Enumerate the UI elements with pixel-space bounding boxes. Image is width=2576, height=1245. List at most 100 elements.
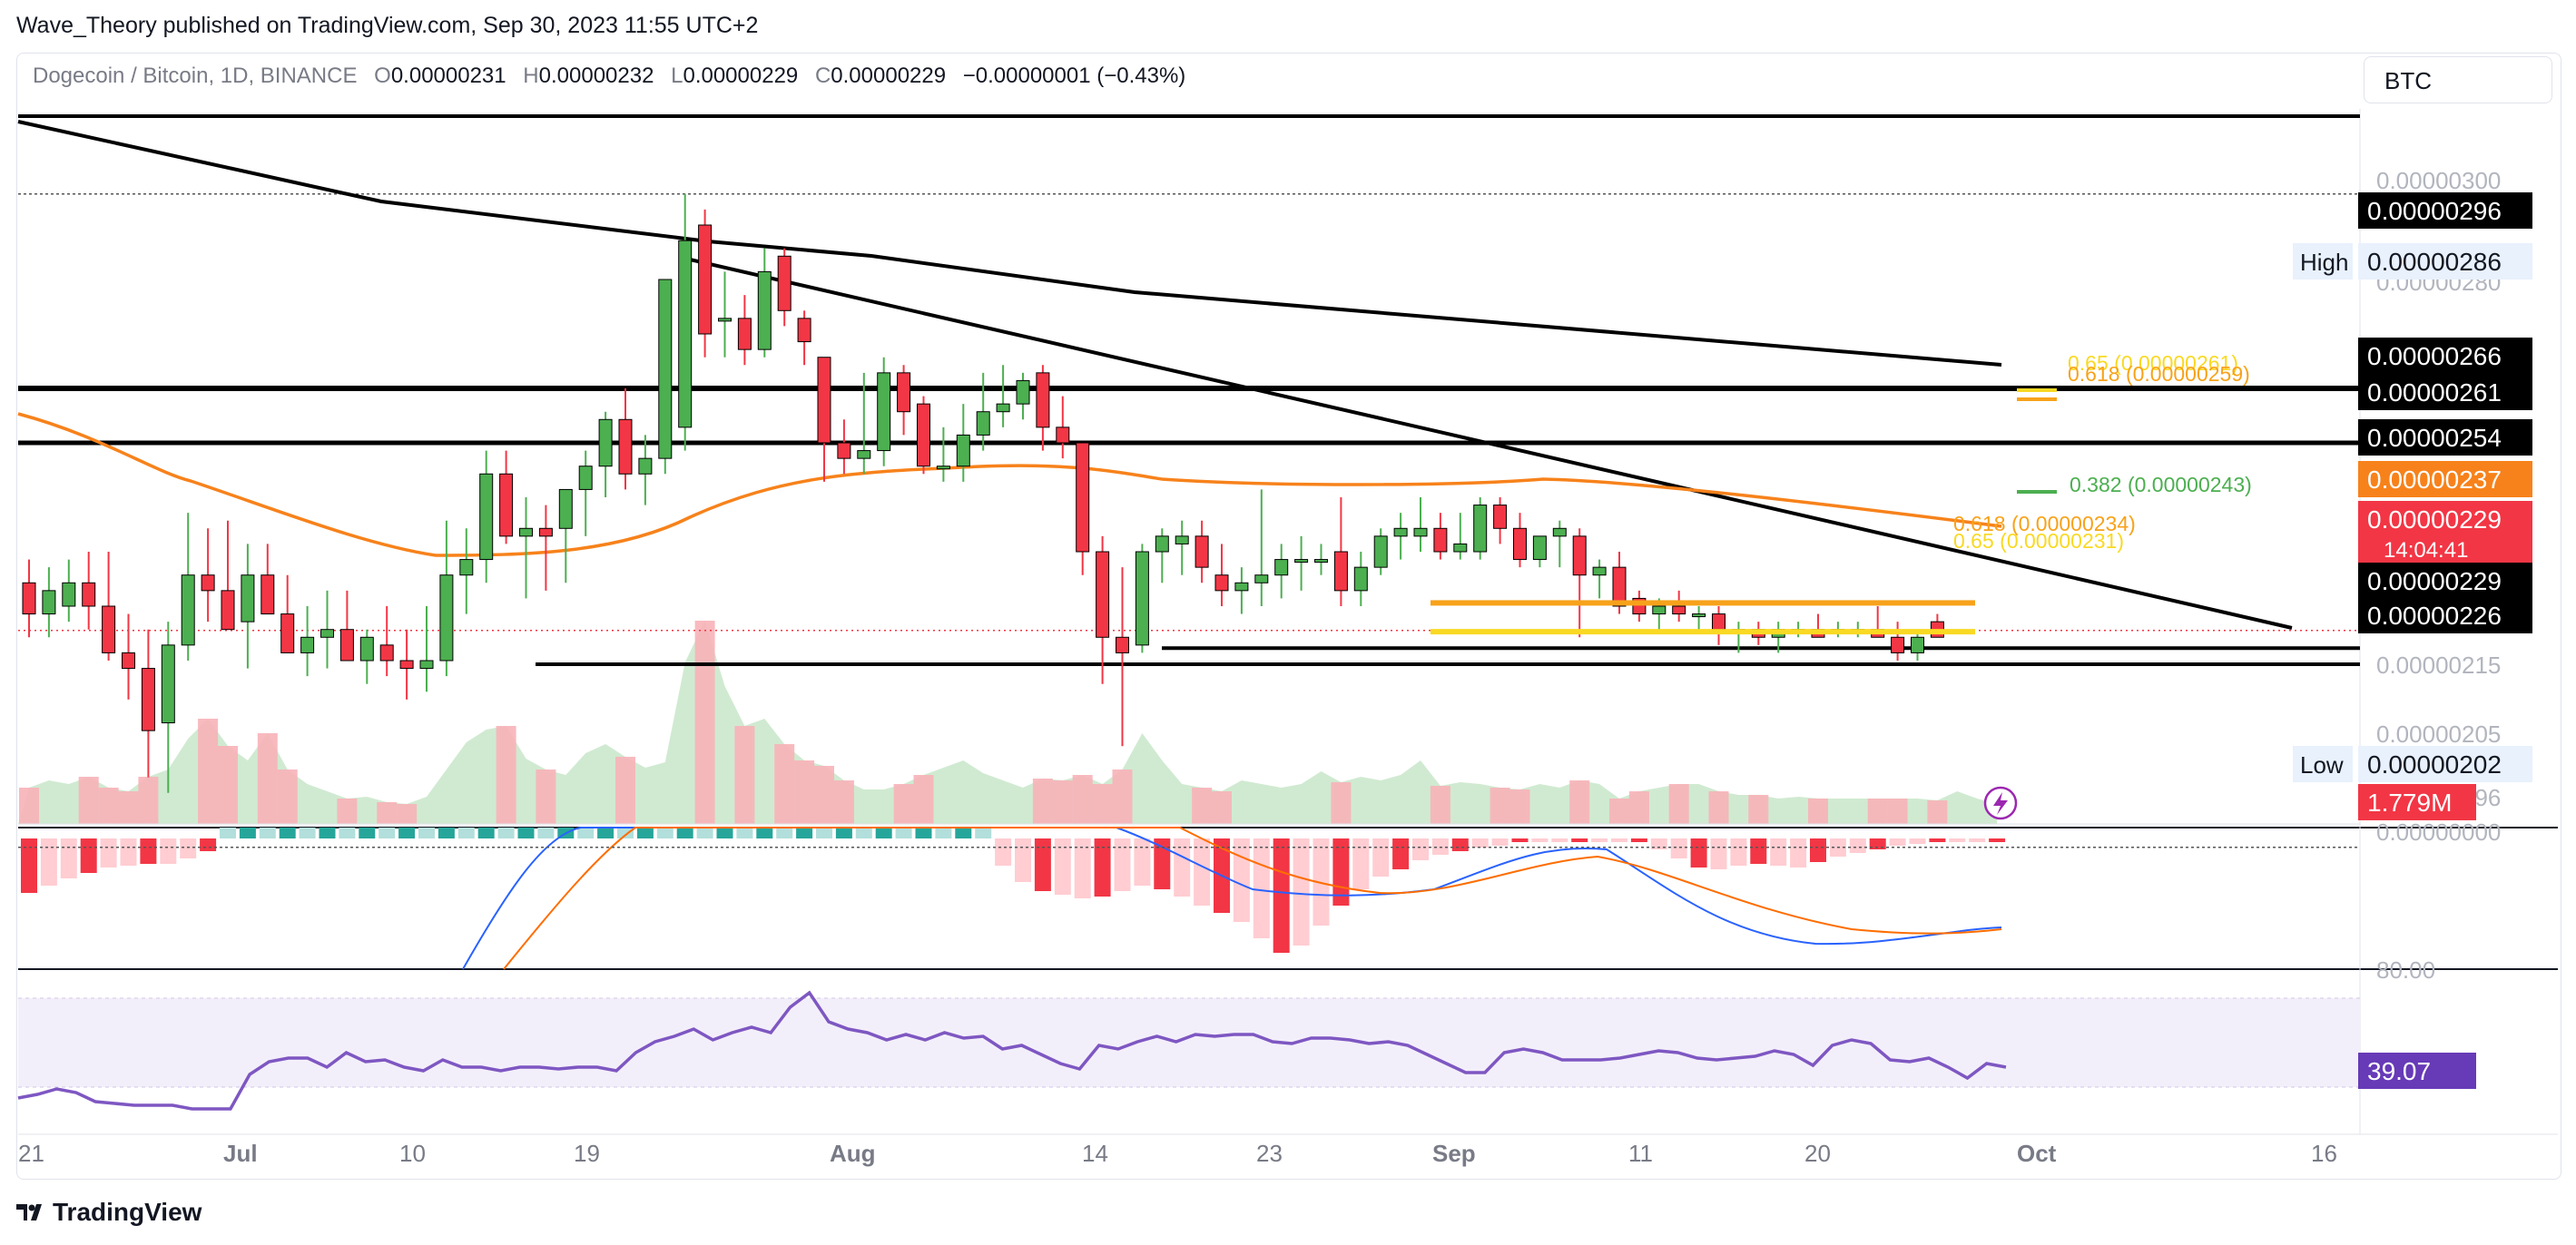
candle-body[interactable] [1175, 535, 1189, 544]
candle-body[interactable] [82, 582, 96, 607]
candle-body[interactable] [1016, 379, 1030, 405]
candle-body[interactable] [1076, 442, 1090, 553]
candle-body[interactable] [936, 466, 950, 470]
candle-body[interactable] [1552, 527, 1567, 537]
candle-body[interactable] [837, 442, 851, 459]
candle-body[interactable] [300, 636, 315, 653]
candle-body[interactable] [261, 574, 275, 615]
price-label-value: 0.00000202 [2367, 750, 2502, 779]
candle-body[interactable] [1135, 551, 1149, 646]
candle-body[interactable] [102, 605, 116, 653]
candle-body[interactable] [1532, 535, 1547, 561]
candle-body[interactable] [1254, 574, 1269, 583]
candle-body[interactable] [1413, 527, 1428, 537]
candle-body[interactable] [817, 357, 831, 444]
candle-body[interactable] [658, 279, 673, 459]
candle-body[interactable] [499, 473, 514, 537]
candle-body[interactable] [479, 473, 494, 561]
macd-histogram-bar [1352, 838, 1370, 889]
candle-body[interactable] [1672, 605, 1686, 615]
macd-histogram-bar [895, 828, 912, 838]
candle-body[interactable] [1294, 559, 1309, 564]
change-value: −0.00000001 (−0.43%) [962, 64, 1186, 88]
candle-body[interactable] [777, 255, 791, 311]
candle-body[interactable] [1353, 566, 1368, 592]
candle-body[interactable] [956, 434, 970, 467]
candle-body[interactable] [320, 629, 334, 638]
candle-body[interactable] [797, 318, 811, 343]
candle-body[interactable] [1572, 535, 1587, 576]
candle-body[interactable] [339, 629, 354, 662]
candle-body[interactable] [22, 582, 36, 615]
candle-body[interactable] [757, 270, 772, 350]
candle-body[interactable] [618, 418, 633, 475]
candle-body[interactable] [161, 644, 175, 724]
macd-histogram-bar [835, 828, 852, 838]
candle-body[interactable] [897, 372, 911, 413]
candle-body[interactable] [1911, 636, 1924, 653]
candle-body[interactable] [399, 660, 414, 670]
candle-body[interactable] [359, 636, 374, 662]
candle-body[interactable] [698, 224, 713, 335]
candle-body[interactable] [1036, 372, 1050, 428]
candle-body[interactable] [419, 660, 434, 670]
candle-body[interactable] [459, 559, 474, 576]
tradingview-brand[interactable]: TradingView [16, 1198, 202, 1227]
candle-body[interactable] [1195, 535, 1209, 568]
candle-body[interactable] [917, 403, 930, 467]
candle-body[interactable] [181, 574, 195, 646]
candle-body[interactable] [578, 466, 593, 490]
candle-body[interactable] [42, 590, 56, 615]
candle-body[interactable] [877, 372, 891, 452]
candle-body[interactable] [1891, 636, 1905, 653]
candle-body[interactable] [1453, 543, 1468, 553]
candle-body[interactable] [1116, 636, 1129, 653]
candle-body[interactable] [280, 613, 295, 653]
candle-body[interactable] [1692, 613, 1706, 618]
candle-body[interactable] [1214, 574, 1229, 592]
candle-body[interactable] [1056, 426, 1070, 444]
candle-body[interactable] [379, 644, 394, 662]
candle-body[interactable] [1096, 551, 1110, 638]
candle-body[interactable] [1473, 505, 1488, 553]
candle-body[interactable] [519, 527, 533, 537]
candle-body[interactable] [718, 318, 732, 322]
candle-body[interactable] [976, 411, 990, 436]
candle-body[interactable] [857, 450, 871, 459]
price-tick-label: 0.00000000 [2376, 819, 2501, 846]
candle-body[interactable] [1333, 551, 1348, 592]
candle-body[interactable] [241, 574, 255, 622]
candle-body[interactable] [122, 652, 135, 670]
symbol-name[interactable]: Dogecoin / Bitcoin, 1D, BINANCE [33, 64, 358, 88]
candle-body[interactable] [1433, 527, 1448, 553]
candle-body[interactable] [1314, 559, 1328, 564]
price-label-value: 0.00000226 [2367, 602, 2502, 630]
candle-body[interactable] [1155, 535, 1169, 553]
candle-body[interactable] [439, 574, 454, 662]
candle-body[interactable] [598, 418, 613, 467]
candle-body[interactable] [1274, 559, 1289, 576]
candle-body[interactable] [1493, 505, 1508, 529]
candle-body[interactable] [141, 668, 155, 731]
candle-body[interactable] [996, 403, 1010, 413]
candle-body[interactable] [1373, 535, 1388, 568]
candle-body[interactable] [1234, 582, 1249, 592]
candle-body[interactable] [221, 590, 235, 631]
volume-bar [118, 791, 139, 824]
candle-body[interactable] [558, 488, 573, 529]
candle-body[interactable] [1652, 605, 1667, 615]
lightning-icon-glyph [1993, 792, 2008, 815]
candle-body[interactable] [538, 527, 553, 537]
candle-body[interactable] [1712, 613, 1726, 631]
currency-button[interactable]: BTC [2364, 56, 2552, 103]
candle-body[interactable] [1592, 566, 1607, 576]
candle-body[interactable] [638, 457, 653, 475]
candle-body[interactable] [678, 240, 693, 428]
candle-body[interactable] [1612, 566, 1627, 607]
candle-body[interactable] [737, 318, 752, 350]
candle-body[interactable] [1393, 527, 1408, 537]
candle-body[interactable] [62, 582, 76, 607]
candle-body[interactable] [1513, 527, 1527, 561]
candle-body[interactable] [201, 574, 215, 592]
